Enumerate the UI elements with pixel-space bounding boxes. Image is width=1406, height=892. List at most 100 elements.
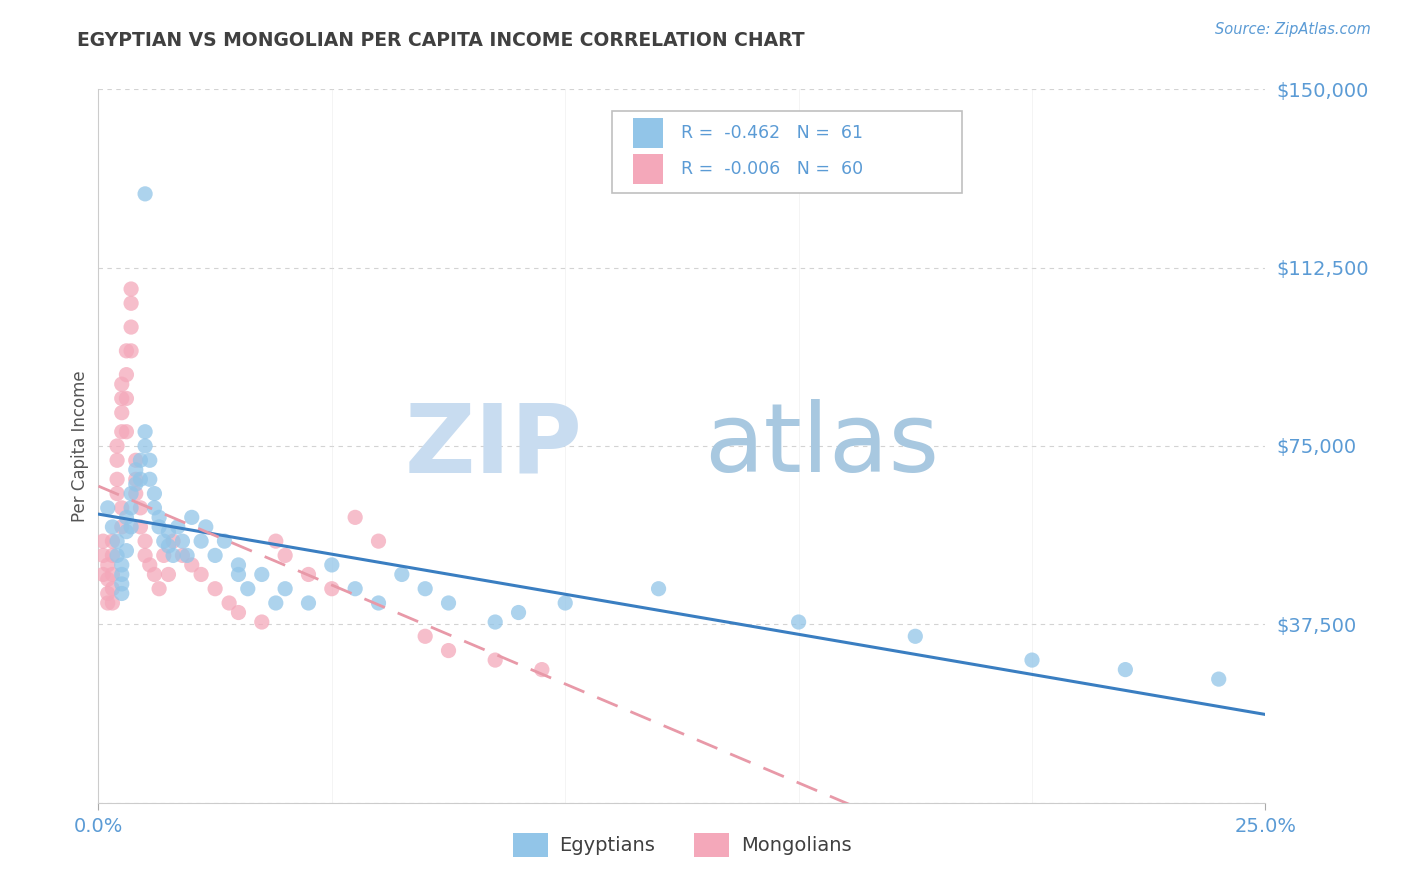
Point <box>97 572 120 586</box>
Point <box>101 534 124 549</box>
Point <box>157 539 180 553</box>
Point <box>111 586 134 600</box>
Point <box>111 558 134 572</box>
Point <box>1114 663 1136 677</box>
Point <box>134 186 156 201</box>
Point <box>139 472 162 486</box>
FancyBboxPatch shape <box>633 118 664 148</box>
Point <box>904 629 927 643</box>
Point <box>97 500 120 515</box>
Point <box>125 453 148 467</box>
Point <box>115 510 138 524</box>
Point <box>530 663 553 677</box>
Point <box>367 534 389 549</box>
Point <box>344 582 367 596</box>
Point <box>274 582 297 596</box>
Point <box>129 520 152 534</box>
Point <box>97 586 120 600</box>
Point <box>115 392 138 406</box>
FancyBboxPatch shape <box>633 154 664 184</box>
Point <box>367 596 389 610</box>
Point <box>787 615 810 629</box>
Point <box>115 368 138 382</box>
Point <box>162 534 184 549</box>
Point <box>143 486 166 500</box>
Point <box>391 567 413 582</box>
Text: R =  -0.006   N =  60: R = -0.006 N = 60 <box>681 161 863 178</box>
Point <box>297 567 319 582</box>
Point <box>321 558 343 572</box>
Point <box>166 520 188 534</box>
Point <box>172 549 194 563</box>
Point <box>297 596 319 610</box>
Point <box>508 606 530 620</box>
Point <box>139 453 162 467</box>
Point <box>1021 653 1043 667</box>
Point <box>105 439 128 453</box>
Point <box>484 653 506 667</box>
Point <box>125 477 148 491</box>
Point <box>105 453 128 467</box>
Point <box>157 524 180 539</box>
Point <box>152 549 174 563</box>
Point <box>111 425 134 439</box>
Point <box>413 629 436 643</box>
Point <box>157 567 180 582</box>
Point <box>111 500 134 515</box>
Point <box>180 510 202 524</box>
Point <box>148 582 170 596</box>
Text: R =  -0.462   N =  61: R = -0.462 N = 61 <box>681 124 863 142</box>
Point <box>120 500 142 515</box>
Point <box>125 472 148 486</box>
Point <box>101 582 124 596</box>
Point <box>105 486 128 500</box>
Text: atlas: atlas <box>704 400 939 492</box>
Point <box>111 577 134 591</box>
Point <box>437 643 460 657</box>
Point <box>115 425 138 439</box>
Point <box>105 549 128 563</box>
Point <box>129 453 152 467</box>
Point <box>190 534 212 549</box>
Text: EGYPTIAN VS MONGOLIAN PER CAPITA INCOME CORRELATION CHART: EGYPTIAN VS MONGOLIAN PER CAPITA INCOME … <box>77 31 806 50</box>
Point <box>484 615 506 629</box>
Point <box>129 500 152 515</box>
Point <box>120 486 142 500</box>
Point <box>228 558 250 572</box>
Point <box>134 549 156 563</box>
Point <box>148 510 170 524</box>
Point <box>105 472 128 486</box>
Y-axis label: Per Capita Income: Per Capita Income <box>70 370 89 522</box>
Point <box>204 549 226 563</box>
Point <box>91 567 114 582</box>
Point <box>214 534 236 549</box>
Point <box>101 596 124 610</box>
Point <box>125 463 148 477</box>
Point <box>120 520 142 534</box>
Point <box>274 549 297 563</box>
Point <box>143 567 166 582</box>
Point <box>250 567 273 582</box>
Point <box>554 596 576 610</box>
Point <box>97 558 120 572</box>
Point <box>1208 672 1230 686</box>
Point <box>91 534 114 549</box>
Point <box>111 406 134 420</box>
Point <box>194 520 217 534</box>
Point <box>129 472 152 486</box>
Point <box>120 282 142 296</box>
Point <box>120 343 142 358</box>
Point <box>190 567 212 582</box>
Point <box>105 534 128 549</box>
Point <box>101 520 124 534</box>
Point <box>228 567 250 582</box>
Point <box>180 558 202 572</box>
Point <box>101 567 124 582</box>
Point <box>344 510 367 524</box>
Point <box>111 377 134 392</box>
Point <box>152 534 174 549</box>
Legend: Egyptians, Mongolians: Egyptians, Mongolians <box>505 825 859 864</box>
Point <box>647 582 669 596</box>
Point <box>101 549 124 563</box>
Point <box>134 439 156 453</box>
